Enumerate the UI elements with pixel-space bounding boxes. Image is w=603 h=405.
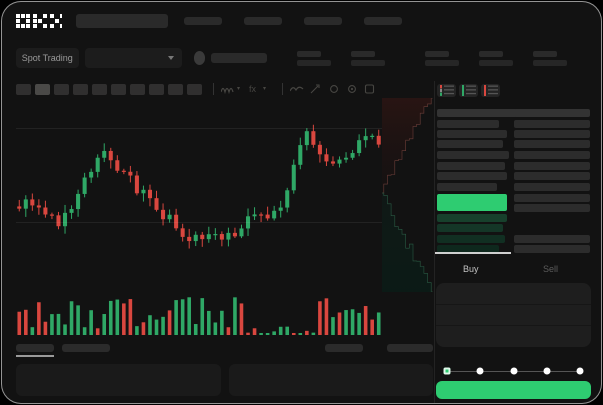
svg-text:fx: fx (249, 84, 257, 94)
